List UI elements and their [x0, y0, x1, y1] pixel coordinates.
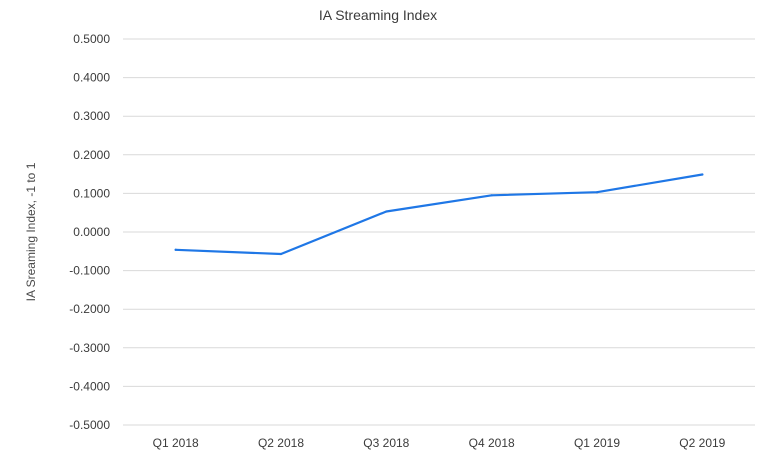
- y-tick-label: 0.1000: [73, 186, 110, 200]
- x-tick-label: Q3 2018: [363, 436, 409, 450]
- x-tick-label: Q2 2018: [258, 436, 304, 450]
- y-axis-title: IA Sreaming Index, -1 to 1: [24, 162, 38, 301]
- y-tick-label: 0.5000: [73, 32, 110, 46]
- data-point: [279, 252, 283, 256]
- y-axis-ticks: 0.5000 0.4000 0.3000 0.2000 0.1000 0.0000 -0.1…: [69, 32, 110, 432]
- y-tick-label: 0.3000: [73, 109, 110, 123]
- gridlines: [123, 38, 755, 426]
- x-axis-ticks: Q1 2018 Q2 2018 Q3 2018 Q4 2018 Q1 2019 Q2 20…: [153, 436, 726, 450]
- y-tick-label: 0.2000: [73, 148, 110, 162]
- x-tick-label: Q1 2018: [153, 436, 199, 450]
- data-point: [701, 173, 704, 176]
- y-tick-label: -0.1000: [69, 264, 110, 278]
- data-point: [174, 248, 177, 251]
- y-tick-label: -0.5000: [69, 418, 110, 432]
- y-tick-label: -0.3000: [69, 341, 110, 355]
- chart-title: IA Streaming Index: [319, 7, 437, 23]
- data-point: [385, 210, 388, 213]
- plot-area: [174, 173, 704, 256]
- x-tick-label: Q2 2019: [679, 436, 725, 450]
- data-point: [490, 194, 493, 197]
- y-tick-label: 0.4000: [73, 71, 110, 85]
- y-tick-label: -0.2000: [69, 302, 110, 316]
- x-tick-label: Q1 2019: [574, 436, 620, 450]
- series-line: [174, 173, 704, 256]
- y-tick-label: -0.4000: [69, 379, 110, 393]
- data-point: [595, 191, 599, 194]
- x-tick-label: Q4 2018: [469, 436, 515, 450]
- y-tick-label: 0.0000: [73, 225, 110, 239]
